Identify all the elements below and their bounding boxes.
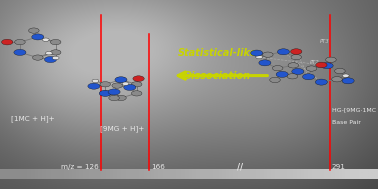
Circle shape xyxy=(291,54,302,60)
Circle shape xyxy=(292,68,304,74)
Circle shape xyxy=(45,57,57,63)
Circle shape xyxy=(100,82,110,87)
Circle shape xyxy=(315,79,327,85)
Circle shape xyxy=(270,77,280,83)
Circle shape xyxy=(33,55,43,60)
Circle shape xyxy=(14,49,26,55)
Circle shape xyxy=(116,95,126,101)
Circle shape xyxy=(112,83,122,88)
Circle shape xyxy=(116,77,126,82)
Circle shape xyxy=(32,34,44,40)
Circle shape xyxy=(115,77,127,83)
Text: Base Pair: Base Pair xyxy=(332,120,361,125)
Circle shape xyxy=(288,63,299,68)
Circle shape xyxy=(291,49,302,54)
Circle shape xyxy=(302,74,314,80)
Text: PT3: PT3 xyxy=(319,39,329,44)
Circle shape xyxy=(251,50,263,56)
Circle shape xyxy=(132,91,142,96)
Circle shape xyxy=(42,38,49,41)
Circle shape xyxy=(262,52,273,57)
Circle shape xyxy=(342,74,349,77)
Circle shape xyxy=(52,56,59,60)
Circle shape xyxy=(124,84,136,90)
Circle shape xyxy=(332,77,342,82)
Circle shape xyxy=(108,89,120,95)
Text: //: // xyxy=(237,163,243,172)
Circle shape xyxy=(335,68,345,74)
Circle shape xyxy=(100,91,110,96)
Text: Dissociation: Dissociation xyxy=(184,71,251,81)
Text: [1MC + H]+: [1MC + H]+ xyxy=(11,116,55,122)
Circle shape xyxy=(122,82,129,85)
Circle shape xyxy=(325,57,336,62)
Text: PT2: PT2 xyxy=(310,60,320,65)
Circle shape xyxy=(109,95,119,101)
Circle shape xyxy=(92,79,99,83)
Circle shape xyxy=(342,78,354,84)
Text: [9MG + H]+: [9MG + H]+ xyxy=(100,125,144,132)
Circle shape xyxy=(15,40,25,45)
Circle shape xyxy=(2,39,13,45)
Text: HG-[9MG·1MC + H]+: HG-[9MG·1MC + H]+ xyxy=(332,107,378,112)
Circle shape xyxy=(132,82,142,87)
Text: Statistical-like: Statistical-like xyxy=(178,48,257,58)
Circle shape xyxy=(88,83,100,89)
Text: 166: 166 xyxy=(151,164,165,170)
Circle shape xyxy=(276,71,288,77)
Circle shape xyxy=(306,66,317,71)
Circle shape xyxy=(50,40,61,45)
Circle shape xyxy=(50,50,61,55)
Circle shape xyxy=(259,60,271,66)
Circle shape xyxy=(277,49,290,55)
Circle shape xyxy=(321,63,333,69)
Circle shape xyxy=(316,62,327,68)
Circle shape xyxy=(29,28,39,33)
Text: 291: 291 xyxy=(331,164,345,170)
Circle shape xyxy=(256,55,262,59)
Circle shape xyxy=(273,66,283,71)
Circle shape xyxy=(287,74,298,79)
Text: m/z = 126: m/z = 126 xyxy=(61,164,99,170)
Circle shape xyxy=(133,76,144,81)
Circle shape xyxy=(45,52,52,55)
Circle shape xyxy=(99,90,111,96)
